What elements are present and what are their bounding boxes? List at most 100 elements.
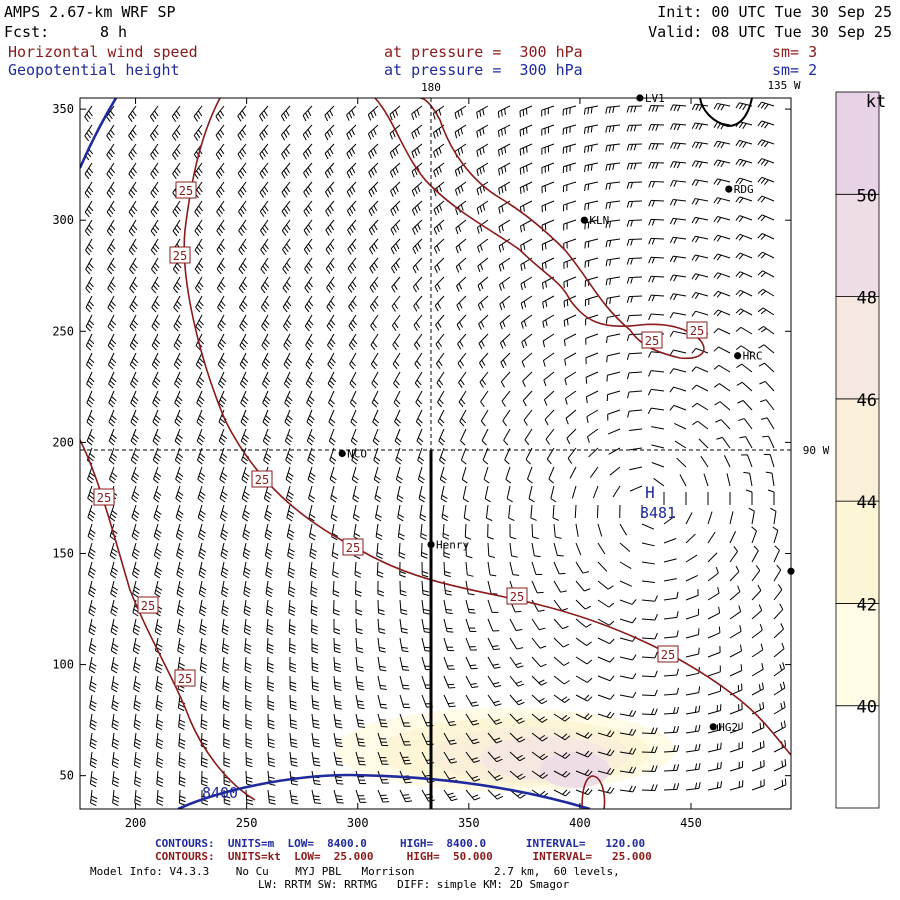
barb-feather [262, 265, 268, 272]
barb-feather [242, 536, 249, 541]
barb-feather [482, 108, 485, 116]
barb-feather [156, 764, 163, 769]
barb-feather [373, 224, 378, 231]
barb-feather [239, 345, 245, 351]
barb-feather [324, 114, 329, 122]
barb-feather [478, 323, 482, 330]
barb-feather [216, 192, 221, 198]
barb-feather [455, 266, 460, 273]
barb-feather [605, 221, 608, 229]
barb-feather [152, 459, 159, 465]
barb-feather [335, 726, 343, 729]
barb-feather [312, 688, 319, 692]
barb-feather [135, 795, 142, 799]
barb-feather [307, 440, 313, 446]
barb-feather [738, 197, 744, 204]
barb-feather [86, 189, 92, 196]
lon-label-135w: 135 W [767, 79, 800, 92]
barb-feather [154, 205, 160, 212]
barb-feather [327, 169, 332, 176]
barb-shaft [487, 637, 495, 650]
barb-feather [132, 167, 137, 174]
barb-feather [108, 383, 114, 389]
barb-feather [480, 401, 485, 408]
barb-shaft [395, 447, 401, 461]
x-tick-label: 450 [680, 816, 702, 830]
barb-feather [281, 211, 287, 217]
barb-feather [221, 589, 228, 594]
barb-shaft [745, 436, 753, 449]
barb-feather [200, 624, 207, 629]
barb-shaft [437, 409, 445, 422]
barb-feather [738, 418, 745, 422]
barb-feather [219, 380, 225, 386]
height-contour-south [177, 773, 591, 809]
barb-feather [132, 437, 138, 443]
barb-feather [290, 700, 297, 704]
barb-feather [88, 205, 94, 212]
barb-feather [196, 440, 203, 446]
barb-shaft [718, 328, 731, 335]
barb-shaft [695, 254, 709, 259]
barb-feather [199, 453, 206, 458]
forecast-value: 8 h [100, 23, 128, 41]
barb-feather [134, 738, 142, 743]
barb-feather [713, 178, 718, 185]
barb-feather [244, 586, 251, 591]
barb-feather [308, 377, 315, 383]
barb-feather [632, 617, 637, 624]
barb-feather [222, 669, 229, 674]
barb-feather [263, 129, 268, 136]
barb-shaft [553, 599, 563, 611]
y-tick-label: 150 [52, 546, 74, 560]
barb-feather [264, 224, 269, 231]
barb-feather [179, 795, 186, 799]
barb-feather [393, 322, 399, 329]
barb-feather [194, 268, 200, 275]
barb-feather [223, 643, 230, 648]
barb-feather [626, 201, 630, 208]
barb-feather [157, 795, 164, 799]
barb-feather [174, 151, 179, 158]
barb-feather [695, 123, 700, 130]
barb-feather [290, 704, 297, 707]
barb-feather [109, 342, 115, 348]
barb-feather [223, 719, 230, 723]
barb-feather [538, 697, 545, 702]
barb-feather [85, 288, 91, 294]
barb-feather [220, 437, 226, 443]
barb-feather [303, 230, 309, 236]
barb-shaft [370, 333, 379, 346]
barb-shaft [764, 381, 775, 392]
barb-feather [155, 510, 162, 515]
barb-feather [332, 574, 339, 579]
barb-feather [654, 784, 658, 791]
barb-feather [264, 456, 271, 462]
barb-feather [782, 681, 786, 689]
barb-shaft [443, 637, 449, 651]
barb-feather [157, 738, 164, 743]
barb-feather [605, 164, 608, 171]
barb-feather [311, 628, 318, 632]
barb-shaft [575, 713, 588, 721]
barb-feather [520, 303, 524, 310]
barb-feather [263, 186, 269, 193]
barb-feather [177, 650, 184, 655]
barb-shaft [458, 371, 467, 383]
barb-feather [454, 112, 457, 120]
barb-feather [150, 249, 156, 256]
barb-feather [587, 696, 593, 702]
barb-shaft [376, 561, 379, 576]
speed-label-box [175, 181, 197, 199]
barb-feather [197, 517, 204, 522]
barb-feather [245, 738, 253, 742]
barb-feather [392, 150, 396, 157]
barb-feather [673, 104, 677, 112]
barb-feather [222, 688, 229, 692]
barb-feather [457, 362, 462, 369]
barb-feather [285, 380, 291, 386]
barb-feather [648, 105, 652, 112]
barb-feather [759, 399, 767, 403]
barb-feather [349, 363, 355, 370]
barb-feather [444, 574, 451, 578]
